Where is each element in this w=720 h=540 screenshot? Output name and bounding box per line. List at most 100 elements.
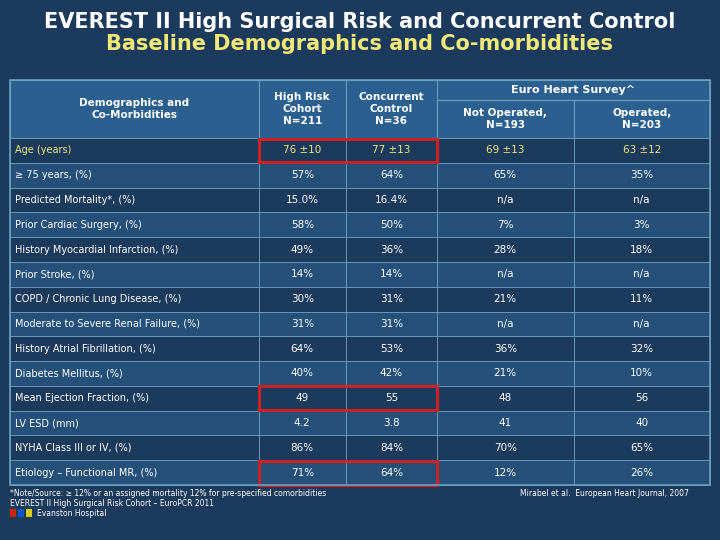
Text: Euro Heart Survey^: Euro Heart Survey^: [511, 85, 636, 95]
Text: n/a: n/a: [497, 269, 513, 279]
Bar: [18, 509, 24, 517]
Text: 11%: 11%: [630, 294, 653, 304]
Text: Not Operated,
N=193: Not Operated, N=193: [463, 108, 547, 130]
Bar: [10, 509, 16, 517]
Bar: [574, 163, 710, 187]
Bar: [437, 410, 574, 435]
Text: 69 ±13: 69 ±13: [486, 145, 524, 156]
Bar: [258, 460, 346, 485]
Bar: [10, 410, 258, 435]
Bar: [259, 138, 436, 163]
Bar: [346, 435, 437, 460]
Text: 64%: 64%: [291, 343, 314, 354]
Text: 31%: 31%: [380, 294, 403, 304]
Text: 40: 40: [635, 418, 648, 428]
Bar: [437, 187, 574, 212]
Text: 26%: 26%: [630, 468, 653, 477]
Bar: [346, 361, 437, 386]
Bar: [346, 163, 437, 187]
Bar: [10, 336, 258, 361]
Bar: [437, 262, 574, 287]
Text: 16.4%: 16.4%: [375, 195, 408, 205]
Text: 31%: 31%: [380, 319, 403, 329]
Text: 53%: 53%: [380, 343, 403, 354]
Text: Etiology – Functional MR, (%): Etiology – Functional MR, (%): [15, 468, 157, 477]
Bar: [258, 262, 346, 287]
Text: Predicted Mortality*, (%): Predicted Mortality*, (%): [15, 195, 135, 205]
Bar: [10, 312, 258, 336]
Text: 4.2: 4.2: [294, 418, 310, 428]
Bar: [258, 80, 346, 138]
Text: 63 ±12: 63 ±12: [623, 145, 661, 156]
Bar: [346, 212, 437, 237]
Bar: [346, 460, 437, 485]
Bar: [10, 80, 258, 138]
Bar: [346, 80, 437, 138]
Text: 32%: 32%: [630, 343, 653, 354]
Text: 14%: 14%: [380, 269, 403, 279]
Bar: [437, 312, 574, 336]
Text: 50%: 50%: [380, 220, 403, 229]
Bar: [437, 138, 574, 163]
Text: *Note/Source: ≥ 12% or an assigned mortality 12% for pre-specified comorbidities: *Note/Source: ≥ 12% or an assigned morta…: [10, 489, 326, 497]
Text: Evanston Hospital: Evanston Hospital: [37, 509, 107, 517]
Text: Prior Stroke, (%): Prior Stroke, (%): [15, 269, 94, 279]
Bar: [258, 386, 346, 410]
Text: 41: 41: [499, 418, 512, 428]
Bar: [574, 100, 710, 138]
Text: 15.0%: 15.0%: [286, 195, 319, 205]
Bar: [346, 410, 437, 435]
Text: n/a: n/a: [634, 269, 650, 279]
Bar: [10, 287, 258, 312]
Bar: [574, 336, 710, 361]
Text: Mean Ejection Fraction, (%): Mean Ejection Fraction, (%): [15, 393, 149, 403]
Bar: [258, 187, 346, 212]
Bar: [258, 163, 346, 187]
Text: 76 ±10: 76 ±10: [283, 145, 321, 156]
Text: History Myocardial Infarction, (%): History Myocardial Infarction, (%): [15, 245, 179, 254]
Bar: [346, 237, 437, 262]
Bar: [10, 80, 710, 485]
Bar: [574, 237, 710, 262]
Text: 21%: 21%: [494, 368, 517, 379]
Text: 49%: 49%: [291, 245, 314, 254]
Text: 55: 55: [385, 393, 398, 403]
Bar: [258, 237, 346, 262]
Bar: [437, 237, 574, 262]
Text: 40%: 40%: [291, 368, 314, 379]
Text: 84%: 84%: [380, 443, 403, 453]
Text: n/a: n/a: [634, 319, 650, 329]
Text: 58%: 58%: [291, 220, 314, 229]
Text: 49: 49: [296, 393, 309, 403]
Text: 64%: 64%: [380, 468, 403, 477]
Text: 31%: 31%: [291, 319, 314, 329]
Text: 3.8: 3.8: [383, 418, 400, 428]
Bar: [258, 361, 346, 386]
Text: n/a: n/a: [634, 195, 650, 205]
Text: Mirabel et al.  European Heart Journal, 2007: Mirabel et al. European Heart Journal, 2…: [520, 489, 689, 497]
Text: 30%: 30%: [291, 294, 314, 304]
Bar: [10, 460, 258, 485]
Text: 3%: 3%: [634, 220, 650, 229]
Bar: [258, 312, 346, 336]
Bar: [437, 336, 574, 361]
Text: Operated,
N=203: Operated, N=203: [612, 108, 671, 130]
Bar: [574, 262, 710, 287]
Text: 65%: 65%: [630, 443, 653, 453]
Bar: [346, 262, 437, 287]
Text: 77 ±13: 77 ±13: [372, 145, 410, 156]
Bar: [437, 100, 574, 138]
Text: 18%: 18%: [630, 245, 653, 254]
Text: n/a: n/a: [497, 195, 513, 205]
Bar: [10, 187, 258, 212]
Text: Prior Cardiac Surgery, (%): Prior Cardiac Surgery, (%): [15, 220, 142, 229]
Bar: [258, 212, 346, 237]
Bar: [346, 187, 437, 212]
Text: n/a: n/a: [497, 319, 513, 329]
Text: 42%: 42%: [380, 368, 403, 379]
Text: 86%: 86%: [291, 443, 314, 453]
Bar: [437, 386, 574, 410]
Text: 71%: 71%: [291, 468, 314, 477]
Bar: [10, 163, 258, 187]
Bar: [259, 461, 436, 484]
